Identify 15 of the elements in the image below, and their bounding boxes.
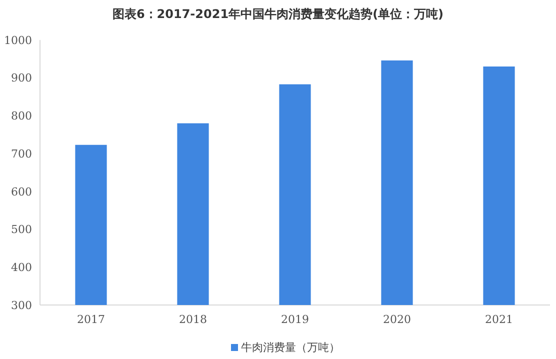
y-tick-label: 500 xyxy=(11,223,32,236)
legend-label: 牛肉消费量（万吨） xyxy=(241,341,340,354)
y-tick-label: 900 xyxy=(11,72,32,85)
x-tick-label: 2017 xyxy=(77,313,105,326)
y-tick-label: 600 xyxy=(11,185,32,198)
y-tick-label: 700 xyxy=(11,147,32,160)
y-tick-label: 400 xyxy=(11,260,32,274)
y-tick-label: 1000 xyxy=(4,34,32,47)
x-tick-label: 2019 xyxy=(281,313,309,326)
y-tick-label: 800 xyxy=(11,110,32,123)
x-tick-label: 2021 xyxy=(485,313,513,326)
x-tick-label: 2020 xyxy=(383,313,411,326)
y-tick-label: 300 xyxy=(11,298,32,312)
x-tick-label: 2018 xyxy=(179,313,207,326)
chart-title: 图表6：2017-2021年中国牛肉消费量变化趋势(单位：万吨) xyxy=(112,7,444,21)
